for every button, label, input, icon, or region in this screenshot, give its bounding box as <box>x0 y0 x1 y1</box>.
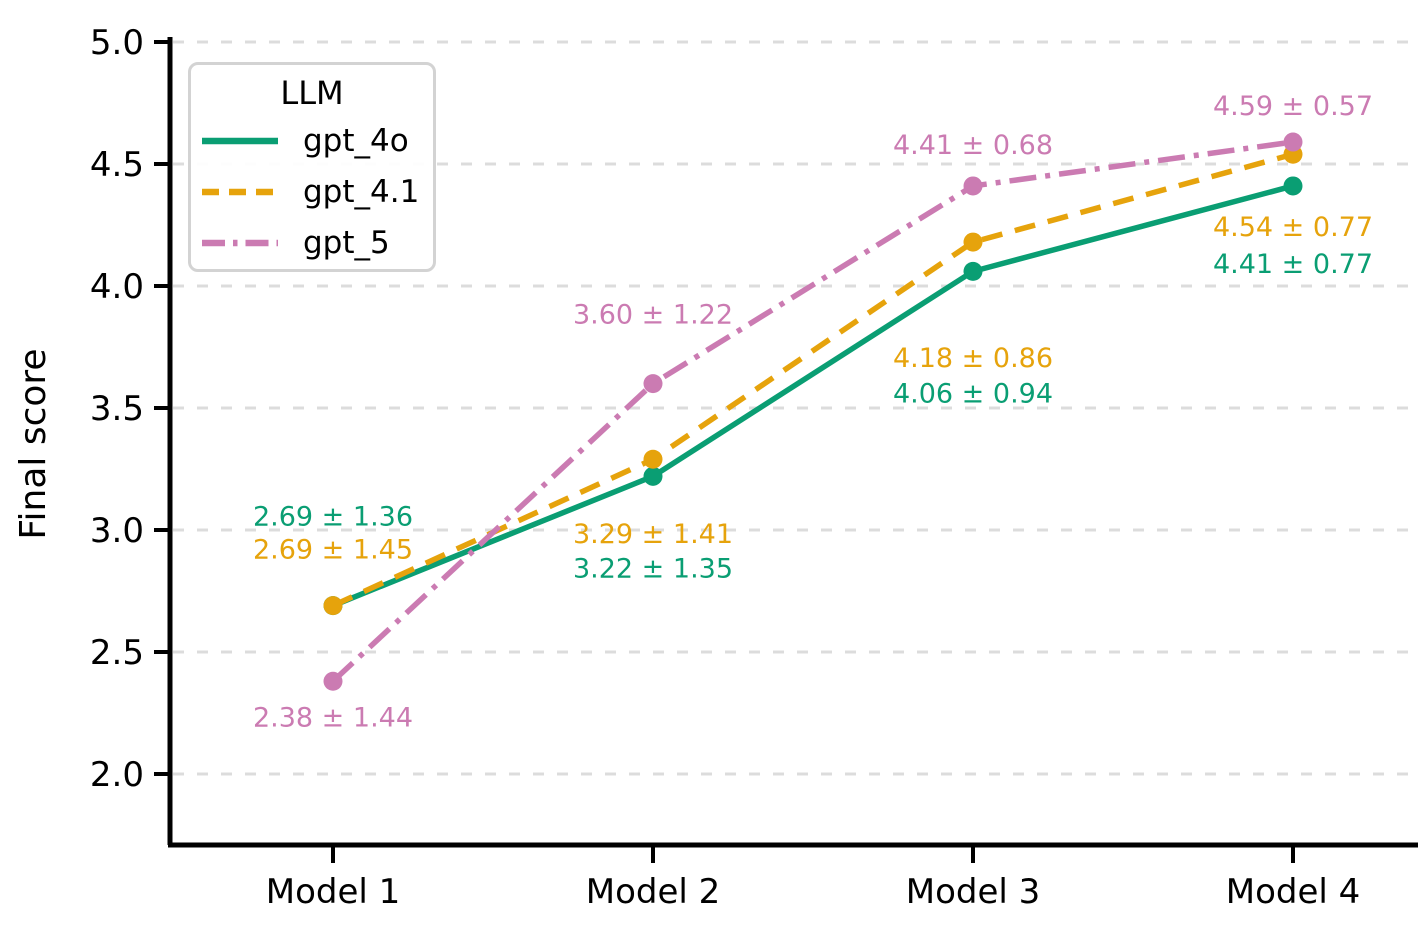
marker-gpt_4o-2 <box>643 466 663 486</box>
x-tick-label-2: Model 2 <box>586 872 721 912</box>
point-label-gpt_4o-4: 4.41 ± 0.77 <box>1213 249 1373 280</box>
marker-gpt_4o-3 <box>963 261 983 281</box>
marker-gpt_5-2 <box>643 374 663 394</box>
legend-items: gpt_4o gpt_4.1 gpt_5 <box>191 115 433 268</box>
y-tick-label-2.5: 2.5 <box>90 633 144 673</box>
point-label-gpt_4o-3: 4.06 ± 0.94 <box>893 378 1053 409</box>
legend-swatch-dashdot-icon <box>202 239 278 246</box>
point-label-gpt_4.1-1: 2.69 ± 1.45 <box>253 535 413 566</box>
marker-gpt_4o-4 <box>1283 176 1303 196</box>
y-tick-label-3.0: 3.0 <box>90 511 144 551</box>
marker-gpt_4.1-3 <box>963 232 983 252</box>
point-label-gpt_5-3: 4.41 ± 0.68 <box>893 130 1053 161</box>
y-tick-label-2.0: 2.0 <box>90 755 144 795</box>
marker-gpt_4.1-1 <box>323 596 343 616</box>
point-label-gpt_4.1-3: 4.18 ± 0.86 <box>893 343 1053 374</box>
y-tick-label-3.5: 3.5 <box>90 389 144 429</box>
legend: LLM gpt_4o gpt_4.1 gpt_5 <box>188 62 436 272</box>
point-label-gpt_4.1-2: 3.29 ± 1.41 <box>573 519 733 550</box>
legend-label: gpt_4.1 <box>303 173 420 210</box>
point-label-gpt_5-2: 3.60 ± 1.22 <box>573 300 733 331</box>
point-label-gpt_4.1-4: 4.54 ± 0.77 <box>1213 212 1373 243</box>
marker-gpt_5-3 <box>963 176 983 196</box>
marker-gpt_5-4 <box>1283 132 1303 152</box>
legend-item-gpt_5: gpt_5 <box>191 217 433 268</box>
point-label-gpt_4o-2: 3.22 ± 1.35 <box>573 553 733 584</box>
y-axis-label: Final score <box>13 348 54 539</box>
legend-item-gpt_4.1: gpt_4.1 <box>191 166 433 217</box>
point-label-gpt_5-4: 4.59 ± 0.57 <box>1213 91 1373 122</box>
legend-title: LLM <box>280 74 344 112</box>
x-tick-label-3: Model 3 <box>906 872 1041 912</box>
x-tick-label-1: Model 1 <box>266 872 401 912</box>
series-line-gpt_4o <box>331 183 1294 609</box>
y-tick-label-5.0: 5.0 <box>90 23 144 63</box>
series-line-gpt_5 <box>331 139 1294 684</box>
legend-label: gpt_5 <box>303 224 390 261</box>
y-tick-label-4.0: 4.0 <box>90 267 144 307</box>
marker-gpt_5-1 <box>323 671 343 691</box>
legend-swatch-solid-icon <box>202 137 278 144</box>
y-tick-label-4.5: 4.5 <box>90 145 144 185</box>
point-label-gpt_5-1: 2.38 ± 1.44 <box>253 702 413 733</box>
legend-item-gpt_4o: gpt_4o <box>191 115 433 166</box>
marker-gpt_4.1-2 <box>643 449 663 469</box>
point-label-gpt_4o-1: 2.69 ± 1.36 <box>253 502 413 533</box>
legend-swatch-dashed-icon <box>202 188 278 195</box>
legend-label: gpt_4o <box>303 122 409 159</box>
x-tick-label-4: Model 4 <box>1226 872 1361 912</box>
